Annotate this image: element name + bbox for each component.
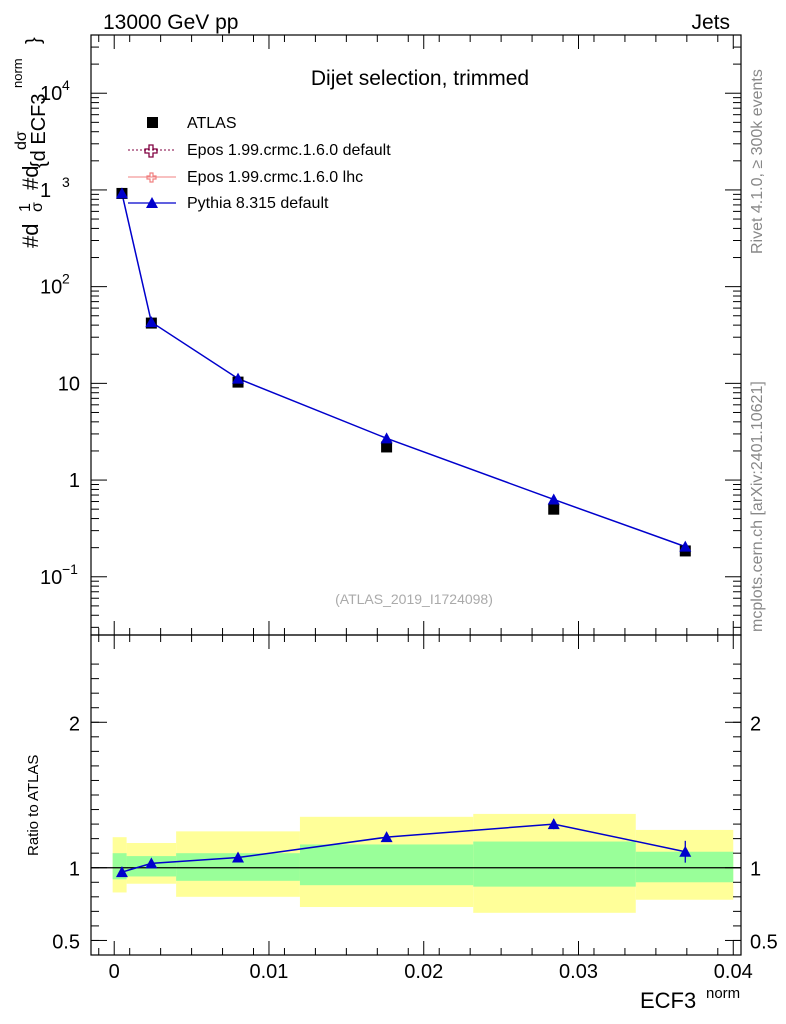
legend-atlas-marker [147,117,158,128]
uncertainty-band-green [473,841,636,887]
chart-title: Dijet selection, trimmed [311,67,529,90]
ratio-panel: 0.5 0.5 1 1 2 2 0 0.01 0.02 0.03 0.04 [52,635,778,983]
x-tick-label: 0 [109,961,120,983]
mcplots-label: mcplots.cern.ch [arXiv:2401.10621] [749,381,766,632]
y-tick-label: 10 [40,567,62,589]
rivet-label: Rivet 4.1.0, ≥ 300k events [749,69,766,254]
atlas-point [548,503,560,515]
ratio-pythia-point [232,851,245,863]
y-tick-exponent: 3 [62,174,70,190]
legend-pythia-label: Pythia 8.315 default [187,195,329,212]
legend-atlas-label: ATLAS [187,115,237,132]
x-tick-label: 0.01 [250,961,289,983]
ratio-y-tick-label: 1 [69,859,80,881]
ratio-y-tick-label: 0.5 [52,931,80,953]
svg-text:}: } [23,37,45,44]
pythia-point [380,432,393,444]
energy-label: 13000 GeV pp [103,11,238,34]
legend: ATLAS Epos 1.99.crmc.1.6.0 default Epos … [128,115,391,212]
y-tick-label: 10 [40,277,62,299]
ratio-pythia-point [115,866,128,878]
x-axis-label: ECF3 norm [640,985,740,1013]
ratio-pythia-point [380,831,393,843]
watermark: (ATLAS_2019_I1724098) [335,591,493,607]
svg-text:σ: σ [29,202,46,212]
ratio-pythia-point [547,818,560,830]
legend-epos-lhc-label: Epos 1.99.crmc.1.6.0 lhc [187,169,363,186]
ratio-ylabel: Ratio to ATLAS [25,755,42,856]
x-tick-label: 0.02 [404,961,443,983]
ratio-frame [90,634,742,956]
ratio-y-tick-label-right: 0.5 [750,931,778,953]
ratio-pythia-point [679,845,692,857]
main-ylabel: #d 1 σ #d dσ {d ECF3 norm } [10,37,50,248]
legend-epos-default-label: Epos 1.99.crmc.1.6.0 default [187,142,391,159]
uncertainty-band-green [635,851,734,883]
x-tick-label: 0.04 [714,961,753,983]
process-label: Jets [691,11,730,34]
ratio-y-tick-label-right: 1 [750,859,761,881]
pythia-point [547,493,560,505]
y-tick-exponent: 4 [62,77,70,93]
svg-text:norm: norm [10,58,25,88]
ratio-pythia-line [121,823,686,873]
svg-text:{d ECF3: {d ECF3 [28,94,50,168]
y-tick-label: 1 [69,470,80,492]
pythia-point [115,187,128,199]
x-tick-label: 0.03 [559,961,598,983]
pythia-point [145,316,158,328]
svg-text:dσ: dσ [13,131,30,150]
ratio-y-tick-label-right: 2 [750,713,761,735]
y-tick-label: 1 [40,180,51,202]
pythia-point [679,540,692,552]
ratio-y-tick-label: 2 [69,713,80,735]
atlas-point [381,441,393,453]
ratio-pythia-point [145,857,158,869]
x-axis-label-main: ECF3 [640,988,696,1013]
legend-epos-default-marker [144,144,158,158]
y-tick-label: 10 [40,83,62,105]
svg-text:1: 1 [17,203,34,212]
y-tick-label: 10 [58,373,80,395]
y-tick-exponent: −1 [62,561,78,577]
legend-pythia-marker [146,197,158,208]
y-tick-exponent: 2 [62,271,70,287]
legend-epos-lhc-marker [146,172,157,183]
svg-text:#d: #d [18,224,43,248]
pythia-line [121,193,686,548]
svg-text:#d: #d [18,166,43,190]
x-axis-label-sup: norm [706,985,740,1002]
pythia-point [232,372,245,384]
uncertainty-band-green [299,844,474,886]
